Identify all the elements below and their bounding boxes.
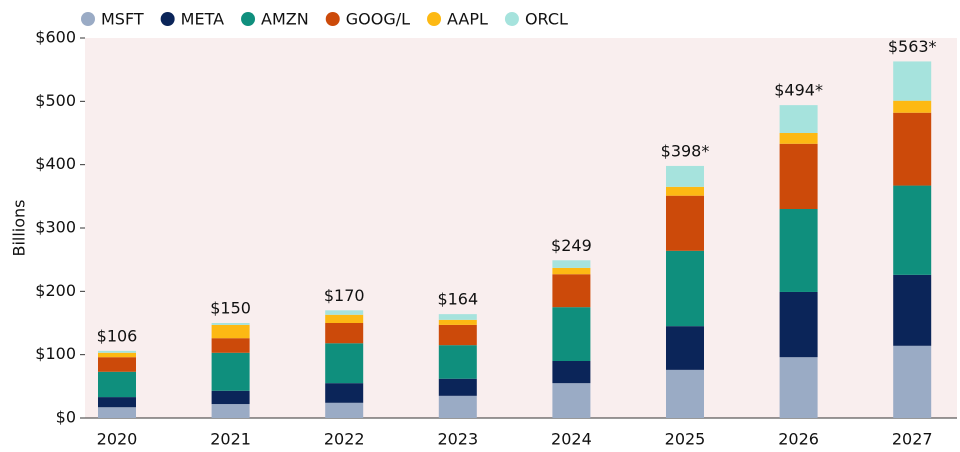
y-tick-label: $400 bbox=[35, 154, 76, 173]
legend-swatch bbox=[427, 12, 442, 26]
bar-segment bbox=[438, 345, 477, 379]
bar-segment bbox=[325, 314, 364, 323]
bar-segment bbox=[211, 338, 250, 353]
bar-segment bbox=[325, 323, 364, 344]
y-tick-label: $600 bbox=[35, 28, 76, 47]
total-label: $249 bbox=[551, 236, 592, 255]
bar-segment bbox=[438, 395, 477, 418]
x-tick-label: 2025 bbox=[665, 430, 706, 449]
legend-label: AMZN bbox=[261, 10, 309, 29]
bar-segment bbox=[98, 371, 136, 398]
bar-segment bbox=[438, 378, 477, 396]
y-tick-label: $100 bbox=[35, 344, 76, 363]
legend-label: GOOG/L bbox=[346, 10, 410, 29]
bar-segment bbox=[779, 291, 818, 358]
bar-segment bbox=[893, 185, 932, 275]
legend-label: MSFT bbox=[101, 10, 144, 29]
bar-segment bbox=[666, 326, 704, 370]
bar-segment bbox=[211, 352, 250, 391]
legend-label: META bbox=[181, 10, 224, 29]
y-tick-label: $200 bbox=[35, 281, 76, 300]
total-label: $563* bbox=[888, 37, 937, 56]
bar-segment bbox=[211, 404, 250, 418]
legend-swatch bbox=[160, 12, 175, 26]
bar-segment bbox=[779, 133, 818, 144]
bar-segment bbox=[438, 324, 477, 346]
total-label: $398* bbox=[661, 141, 710, 160]
legend-swatch bbox=[241, 12, 256, 26]
bar-segment bbox=[552, 383, 591, 418]
bar-segment bbox=[211, 324, 250, 339]
bar-segment bbox=[666, 369, 704, 418]
bar-segment bbox=[552, 267, 591, 275]
bar-segment bbox=[98, 357, 136, 372]
x-tick-label: 2021 bbox=[210, 430, 251, 449]
bar-segment bbox=[438, 314, 477, 320]
x-tick-label: 2027 bbox=[892, 430, 933, 449]
bar-segment bbox=[666, 186, 704, 196]
bar-segment bbox=[779, 105, 818, 133]
bar-segment bbox=[438, 319, 477, 325]
y-tick-label: $0 bbox=[56, 408, 76, 427]
bar-segment bbox=[325, 402, 364, 418]
legend-label: AAPL bbox=[447, 10, 488, 29]
bar-segment bbox=[666, 165, 704, 187]
bar-segment bbox=[779, 143, 818, 209]
bar-segment bbox=[98, 397, 136, 408]
total-label: $164 bbox=[437, 290, 478, 309]
bar-segment bbox=[325, 310, 364, 315]
x-tick-label: 2022 bbox=[324, 430, 365, 449]
x-tick-label: 2020 bbox=[97, 430, 138, 449]
x-tick-label: 2024 bbox=[551, 430, 592, 449]
bar-segment bbox=[98, 407, 136, 418]
bar-segment bbox=[325, 383, 364, 403]
bar-segment bbox=[552, 307, 591, 361]
bar-segment bbox=[552, 274, 591, 308]
total-label: $170 bbox=[324, 286, 365, 305]
bar-segment bbox=[779, 209, 818, 292]
bar-segment bbox=[98, 350, 136, 353]
bar-segment bbox=[211, 323, 250, 325]
bar-segment bbox=[893, 274, 932, 346]
bar-segment bbox=[893, 61, 932, 101]
bar-segment bbox=[552, 260, 591, 268]
legend-swatch bbox=[504, 12, 519, 26]
bar-segment bbox=[893, 345, 932, 418]
legend-swatch bbox=[81, 12, 95, 26]
total-label: $150 bbox=[210, 299, 251, 318]
bar-segment bbox=[552, 361, 591, 384]
bar-segment bbox=[893, 112, 932, 186]
legend-label: ORCL bbox=[525, 10, 568, 29]
bar-segment bbox=[325, 343, 364, 384]
bar-segment bbox=[666, 250, 704, 327]
y-axis-label: Billions bbox=[10, 199, 29, 256]
y-tick-label: $300 bbox=[35, 218, 76, 237]
bar-segment bbox=[779, 357, 818, 418]
bar-segment bbox=[98, 352, 136, 358]
bar-segment bbox=[211, 390, 250, 405]
x-tick-label: 2023 bbox=[437, 430, 478, 449]
x-tick-label: 2026 bbox=[778, 430, 819, 449]
total-label: $106 bbox=[97, 326, 138, 345]
legend-swatch bbox=[325, 12, 340, 26]
total-label: $494* bbox=[774, 81, 823, 100]
y-tick-label: $500 bbox=[35, 91, 76, 110]
bar-segment bbox=[893, 100, 932, 113]
bar-segment bbox=[666, 195, 704, 251]
